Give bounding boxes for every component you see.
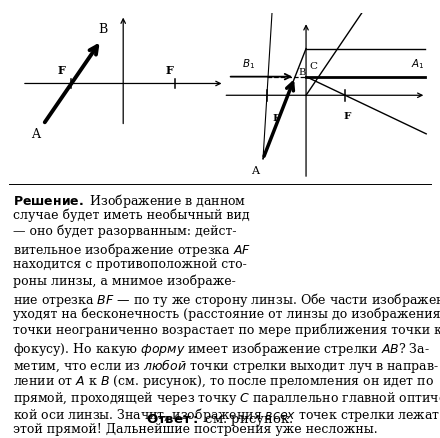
- Text: — оно будет разорванным: дейст-: — оно будет разорванным: дейст-: [13, 225, 237, 238]
- Text: прямой, проходящей через точку $C$ параллельно главной оптичес-: прямой, проходящей через точку $C$ парал…: [13, 390, 440, 407]
- Text: $A_1$: $A_1$: [411, 57, 425, 71]
- Text: F: F: [165, 65, 173, 76]
- Text: F: F: [273, 114, 280, 123]
- Text: лении от $A$ к $B$ (см. рисунок), то после преломления он идет по: лении от $A$ к $B$ (см. рисунок), то пос…: [13, 373, 434, 390]
- Text: кой оси линзы. Значит, изображения $\mathit{всех}$ точек стрелки лежат на: кой оси линзы. Значит, изображения $\mat…: [13, 406, 440, 424]
- Text: вительное изображение отрезка $AF$: вительное изображение отрезка $AF$: [13, 241, 251, 259]
- Text: F: F: [343, 112, 350, 121]
- Text: C: C: [309, 62, 317, 71]
- Text: фокусу). Но какую $\mathit{форму}$ имеет изображение стрелки $AB$? За-: фокусу). Но какую $\mathit{форму}$ имеет…: [13, 340, 430, 358]
- Text: точки неограниченно возрастает по мере приближения точки к: точки неограниченно возрастает по мере п…: [13, 324, 440, 337]
- Text: находится с противоположной сто-: находится с противоположной сто-: [13, 258, 247, 271]
- Text: A: A: [31, 128, 40, 141]
- Text: этой прямой! Дальнейшие построения уже несложны.: этой прямой! Дальнейшие построения уже н…: [13, 423, 378, 436]
- Text: B: B: [298, 67, 305, 77]
- Text: уходят на бесконечность (расстояние от линзы до изображения: уходят на бесконечность (расстояние от л…: [13, 307, 440, 321]
- Text: $\mathbf{Решение.}$ Изображение в данном: $\mathbf{Решение.}$ Изображение в данном: [13, 191, 246, 209]
- Text: F: F: [57, 65, 65, 76]
- Text: ние отрезка $BF$ — по ту же сторону линзы. Обе части изображения: ние отрезка $BF$ — по ту же сторону линз…: [13, 291, 440, 309]
- Text: случае будет иметь необычный вид: случае будет иметь необычный вид: [13, 208, 250, 222]
- Text: роны линзы, а мнимое изображе-: роны линзы, а мнимое изображе-: [13, 274, 236, 288]
- Text: метим, что если из $\mathit{любой}$ точки стрелки выходит луч в направ-: метим, что если из $\mathit{любой}$ точк…: [13, 357, 439, 374]
- Text: A: A: [251, 166, 259, 177]
- Text: $B_1$: $B_1$: [242, 57, 255, 71]
- Text: B: B: [99, 23, 108, 35]
- Text: $\mathbf{Ответ:}$ см. рисунок.: $\mathbf{Ответ:}$ см. рисунок.: [146, 412, 294, 428]
